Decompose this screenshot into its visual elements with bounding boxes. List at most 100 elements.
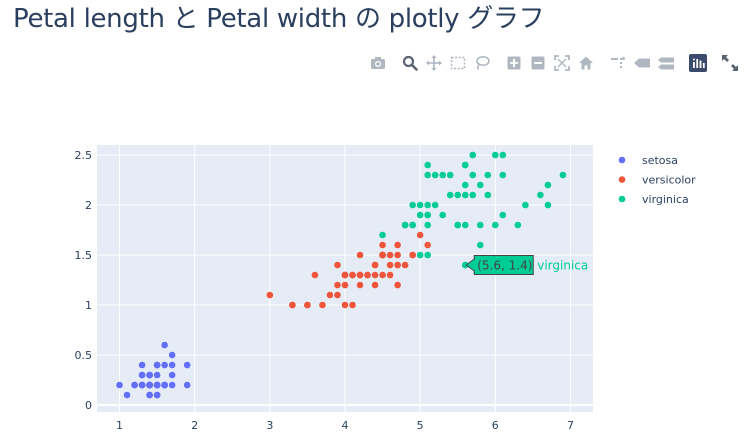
data-point[interactable]: [138, 371, 146, 379]
data-point[interactable]: [371, 261, 379, 269]
data-point[interactable]: [416, 251, 424, 259]
data-point[interactable]: [492, 221, 499, 229]
data-point[interactable]: [371, 271, 379, 279]
data-point[interactable]: [146, 391, 153, 399]
data-point[interactable]: [394, 241, 401, 249]
data-point[interactable]: [183, 381, 191, 389]
data-point[interactable]: [544, 181, 552, 189]
data-point[interactable]: [168, 351, 176, 359]
data-point[interactable]: [161, 381, 168, 389]
data-point[interactable]: [424, 221, 431, 229]
data-point[interactable]: [311, 271, 319, 279]
data-point[interactable]: [454, 191, 462, 199]
data-point[interactable]: [379, 241, 386, 249]
data-point[interactable]: [386, 251, 394, 259]
spike-lines-button[interactable]: [608, 52, 628, 74]
data-point[interactable]: [424, 251, 431, 259]
data-point[interactable]: [537, 191, 544, 199]
data-point[interactable]: [371, 281, 379, 289]
data-point[interactable]: [409, 201, 416, 209]
data-point[interactable]: [334, 261, 341, 269]
data-point[interactable]: [514, 221, 522, 229]
data-point[interactable]: [454, 221, 462, 229]
data-point[interactable]: [341, 281, 349, 289]
data-point[interactable]: [168, 381, 176, 389]
data-point[interactable]: [153, 361, 161, 369]
data-point[interactable]: [334, 291, 341, 299]
data-point[interactable]: [161, 341, 168, 349]
data-point[interactable]: [138, 381, 146, 389]
data-point[interactable]: [499, 211, 507, 219]
data-point[interactable]: [424, 211, 431, 219]
data-point[interactable]: [424, 241, 431, 249]
legend-item-versicolor[interactable]: versicolor: [618, 174, 696, 187]
data-point[interactable]: [266, 291, 274, 299]
data-point[interactable]: [334, 281, 341, 289]
zoom-out-button[interactable]: [528, 52, 548, 74]
legend-item-virginica[interactable]: virginica: [618, 193, 689, 206]
data-point[interactable]: [183, 361, 191, 369]
data-point[interactable]: [319, 301, 326, 309]
legend-item-setosa[interactable]: setosa: [618, 154, 678, 167]
fullscreen-button[interactable]: [720, 52, 740, 74]
data-point[interactable]: [394, 251, 401, 259]
plotly-logo-button[interactable]: [688, 52, 708, 74]
data-point[interactable]: [469, 171, 477, 179]
data-point[interactable]: [559, 171, 567, 179]
camera-button[interactable]: [368, 52, 388, 74]
data-point[interactable]: [168, 371, 176, 379]
data-point[interactable]: [492, 151, 499, 159]
data-point[interactable]: [394, 281, 401, 289]
data-point[interactable]: [431, 171, 439, 179]
box-select-button[interactable]: [448, 52, 468, 74]
data-point[interactable]: [131, 381, 138, 389]
data-point[interactable]: [416, 211, 424, 219]
data-point[interactable]: [364, 271, 371, 279]
data-point[interactable]: [431, 201, 439, 209]
data-point[interactable]: [161, 361, 168, 369]
data-point[interactable]: [341, 271, 349, 279]
data-point[interactable]: [349, 271, 356, 279]
data-point[interactable]: [469, 191, 477, 199]
data-point[interactable]: [379, 231, 386, 239]
data-point[interactable]: [416, 231, 424, 239]
data-point[interactable]: [409, 251, 416, 259]
hover-closest-button[interactable]: [632, 52, 652, 74]
data-point[interactable]: [461, 161, 469, 169]
data-point[interactable]: [424, 201, 431, 209]
data-point[interactable]: [424, 171, 431, 179]
home-button[interactable]: [576, 52, 596, 74]
data-point[interactable]: [401, 221, 409, 229]
data-point[interactable]: [394, 261, 401, 269]
data-point[interactable]: [484, 171, 492, 179]
lasso-select-button[interactable]: [472, 52, 492, 74]
data-point[interactable]: [289, 301, 296, 309]
data-point[interactable]: [356, 281, 364, 289]
data-point[interactable]: [153, 391, 161, 399]
data-point[interactable]: [499, 171, 507, 179]
data-point[interactable]: [326, 291, 334, 299]
data-point[interactable]: [476, 241, 484, 249]
data-point[interactable]: [386, 271, 394, 279]
data-point[interactable]: [484, 191, 492, 199]
data-point[interactable]: [304, 301, 311, 309]
data-point[interactable]: [341, 301, 349, 309]
data-point[interactable]: [123, 391, 131, 399]
data-point[interactable]: [461, 221, 469, 229]
data-point[interactable]: [439, 211, 446, 219]
data-point[interactable]: [116, 381, 123, 389]
data-point[interactable]: [409, 221, 416, 229]
zoom-in-button[interactable]: [504, 52, 524, 74]
data-point[interactable]: [439, 171, 446, 179]
data-point[interactable]: [544, 201, 552, 209]
autoscale-button[interactable]: [552, 52, 572, 74]
zoom-button[interactable]: [400, 52, 420, 74]
data-point[interactable]: [356, 251, 364, 259]
hovered-point[interactable]: [461, 261, 469, 269]
data-point[interactable]: [446, 191, 454, 199]
data-point[interactable]: [522, 201, 529, 209]
data-point[interactable]: [446, 171, 454, 179]
data-point[interactable]: [386, 261, 394, 269]
data-point[interactable]: [146, 371, 153, 379]
data-point[interactable]: [469, 151, 477, 159]
